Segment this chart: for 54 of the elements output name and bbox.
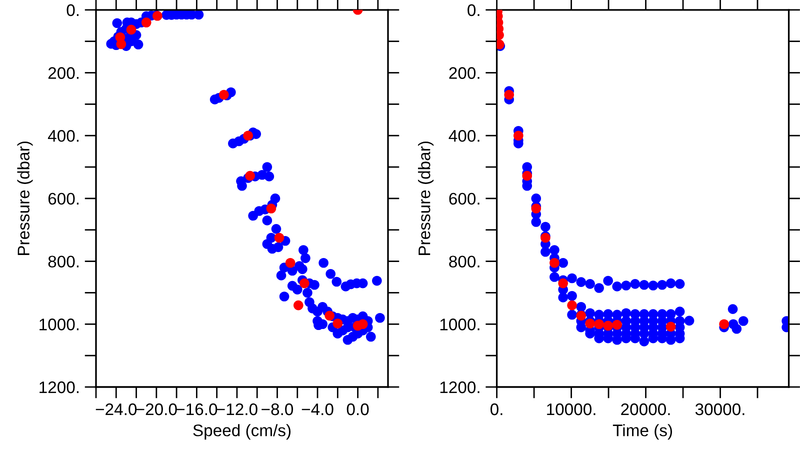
- y-tick-label: 1000.: [40, 318, 79, 330]
- point: [612, 320, 622, 330]
- point: [141, 18, 152, 28]
- point: [126, 24, 136, 35]
- point: [266, 204, 276, 214]
- y-tick-label: 1000.: [440, 318, 480, 330]
- point: [274, 232, 284, 243]
- x-tick-label: −20.0: [136, 403, 177, 416]
- point: [558, 278, 568, 288]
- point: [116, 39, 126, 50]
- point: [245, 170, 255, 181]
- y-tick-label: 1200.: [440, 381, 480, 394]
- x-axis-title: Time (s): [612, 424, 672, 440]
- point: [594, 319, 604, 330]
- y-axis-title: Pressure (dbar): [17, 142, 33, 255]
- y-tick-label: 800.: [449, 256, 480, 268]
- point: [567, 300, 577, 310]
- point: [513, 130, 524, 141]
- point: [719, 319, 729, 330]
- x-tick-label: −4.0: [302, 403, 334, 416]
- x-tick-label: 10000.: [547, 403, 596, 416]
- y-tick-label: 800.: [48, 256, 79, 268]
- x-tick-label: −24.0: [96, 403, 137, 416]
- x-tick-label: −8.0: [262, 403, 294, 416]
- point: [358, 319, 368, 330]
- y-tick-label: 0.: [468, 4, 480, 16]
- y-tick-label: 600.: [48, 192, 79, 205]
- point: [531, 204, 542, 214]
- x-axis-title: Speed (cm/s): [193, 424, 291, 440]
- x-tick-label: 30000.: [695, 403, 744, 416]
- y-axis-title: Pressure (dbar): [418, 142, 434, 255]
- point: [504, 90, 514, 100]
- x-tick-label: −12.0: [216, 403, 258, 416]
- point: [293, 300, 304, 310]
- x-tick-label: −16.0: [176, 403, 218, 416]
- y-tick-label: 1200.: [40, 381, 79, 394]
- point: [550, 258, 560, 268]
- point: [666, 322, 676, 332]
- point: [522, 170, 532, 181]
- x-tick-label: 0.: [490, 403, 502, 416]
- y-tick-label: 0.: [66, 4, 79, 16]
- point: [324, 310, 335, 321]
- y-tick-label: 400.: [448, 130, 480, 142]
- point: [285, 258, 296, 268]
- x-tick-label: 0.0: [346, 403, 369, 416]
- x-tick-label: 20000.: [621, 403, 670, 416]
- y-tick-label: 600.: [449, 192, 480, 205]
- point: [585, 318, 595, 328]
- y-tick-label: 200.: [48, 67, 79, 79]
- y-tick-label: 400.: [48, 130, 79, 142]
- point: [218, 90, 229, 100]
- point: [332, 318, 343, 328]
- y-tick-label: 200.: [449, 67, 480, 79]
- point: [300, 278, 310, 288]
